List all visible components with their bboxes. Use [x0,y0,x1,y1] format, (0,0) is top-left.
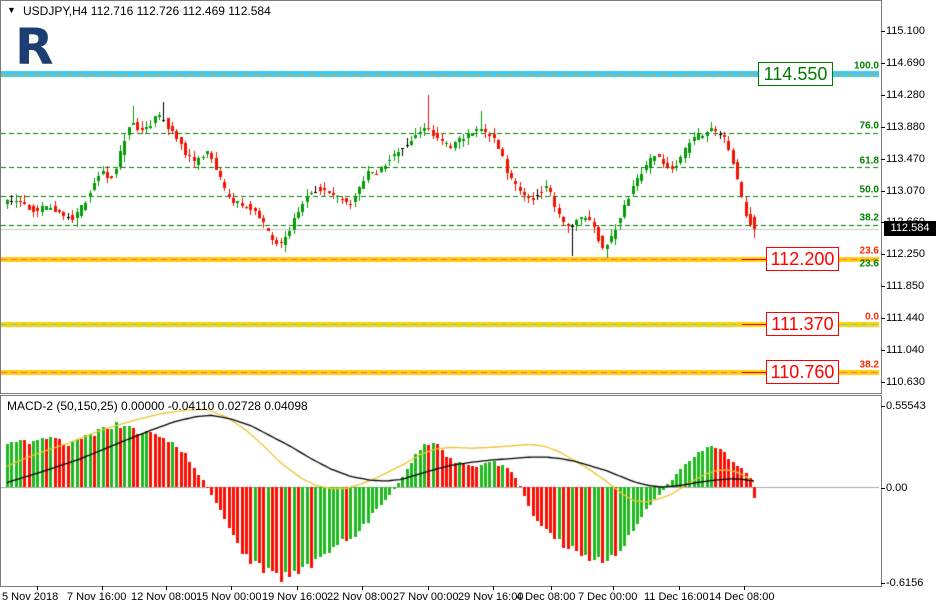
fib-level-label: 23.6 [859,258,879,270]
macd-indicator-panel[interactable]: MACD-2 (50,150,25) 0.00000 -0.04110 0.02… [0,395,882,587]
fib-level-label: 50.0 [859,184,879,196]
macd-axis-tick [881,406,885,407]
time-axis-label: 29 Nov 16:00 [458,591,524,603]
price-axis-label: 114.280 [886,88,925,101]
time-axis-tick [37,586,38,590]
macd-axis-tick [881,488,885,489]
time-axis-tick [428,586,429,590]
price-axis-tick [881,190,885,192]
time-axis-label: 12 Nov 08:00 [131,591,197,603]
current-price-tag: 112.584 [884,221,936,236]
time-axis-label: 14 Dec 08:00 [709,591,775,603]
macd-chart-canvas[interactable] [1,396,879,584]
fib-level-label: 61.8 [859,155,879,167]
time-axis-label: 5 Nov 2018 [2,591,59,603]
time-axis-tick [613,586,614,590]
price-axis-label: 114.690 [886,56,925,69]
fib-level-label: 100.0 [853,60,879,72]
price-tag-connector [742,371,768,373]
macd-axis-tick [881,583,885,584]
price-axis-tick [881,254,885,256]
time-axis-tick [493,586,494,590]
price-axis-tick [881,126,885,128]
price-axis-label: 112.250 [886,248,925,261]
time-axis-label: 22 Nov 08:00 [327,591,393,603]
time-axis-tick [551,586,552,590]
time-axis-label: 19 Nov 16:00 [262,591,328,603]
time-axis-tick [744,586,745,590]
time-axis-tick [297,586,298,590]
price-axis-tick [881,318,885,320]
time-axis-label: 11 Dec 16:00 [644,591,709,603]
support-price-tag[interactable]: 110.760 [766,359,839,384]
price-axis-label: 113.470 [886,152,925,165]
price-axis-label: 111.040 [886,344,925,356]
price-axis-tick [881,62,885,64]
price-chart-panel[interactable]: ▼ USDJPY,H4 112.716 112.726 112.469 112.… [0,0,882,394]
fib-level-label: 0.0 [865,311,879,323]
time-axis-tick [166,586,167,590]
resistance-price-tag[interactable]: 114.550 [758,62,833,87]
price-axis-tick [881,158,885,160]
time-axis-label: 27 Nov 00:00 [393,591,459,603]
support-price-tag[interactable]: 112.200 [766,246,839,271]
time-axis-label: 4 Dec 08:00 [516,591,576,603]
price-tag-connector [742,323,768,325]
price-axis-tick [881,94,885,96]
chart-title: USDJPY,H4 112.716 112.726 112.469 112.58… [23,4,271,18]
time-axis-tick [362,586,363,590]
broker-logo: R [15,18,54,76]
price-axis-label: 110.630 [886,375,925,388]
time-axis-tick [102,586,103,590]
time-axis-label: 7 Dec 00:00 [578,591,638,603]
price-axis-label: 111.440 [886,312,925,325]
time-axis-tick [231,586,232,590]
fib-level-label: 23.6 [859,245,879,257]
macd-axis-label: 0.00 [886,482,908,494]
price-tag-connector [742,258,768,260]
macd-axis-label: -0.6156 [886,577,924,589]
price-axis-label: 111.850 [886,280,925,293]
time-axis-tick [679,586,680,590]
price-axis-tick [881,222,885,224]
time-axis-label: 7 Nov 16:00 [67,591,127,603]
candlestick-chart-canvas[interactable] [1,1,879,391]
macd-indicator-label: MACD-2 (50,150,25) 0.00000 -0.04110 0.02… [7,399,308,413]
price-axis-tick [881,286,885,288]
fib-level-label: 76.0 [859,120,879,132]
time-axis-label: 15 Nov 00:00 [196,591,262,603]
fib-level-label: 38.2 [859,212,879,224]
fib-level-label: 38.2 [859,359,879,371]
price-axis-tick [881,381,885,383]
price-axis-tick [881,350,885,351]
support-price-tag[interactable]: 111.370 [766,311,839,336]
price-axis-label: 115.100 [886,25,925,37]
price-axis-tick [881,31,885,32]
price-axis-label: 113.880 [886,120,925,133]
chart-collapse-arrow-icon[interactable]: ▼ [7,5,16,15]
price-axis-label: 113.070 [886,184,925,197]
macd-axis-label: 0.55543 [886,400,926,412]
